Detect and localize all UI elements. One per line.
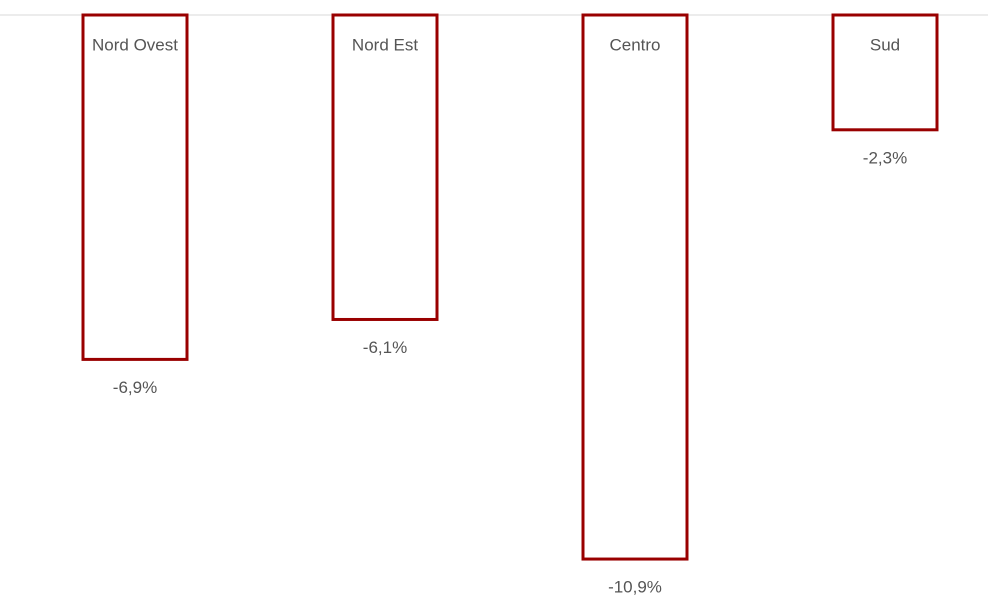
bar xyxy=(581,13,689,561)
bar xyxy=(831,13,939,132)
category-label: Sud xyxy=(870,35,900,54)
data-label: -6,9% xyxy=(113,378,157,397)
data-label: -2,3% xyxy=(863,148,907,167)
category-label: Centro xyxy=(609,35,660,54)
bar xyxy=(331,13,439,321)
category-label: Nord Est xyxy=(352,35,418,54)
data-label: -10,9% xyxy=(608,578,662,597)
data-label: -6,1% xyxy=(363,338,407,357)
category-label: Nord Ovest xyxy=(92,35,178,54)
bar xyxy=(81,13,189,361)
